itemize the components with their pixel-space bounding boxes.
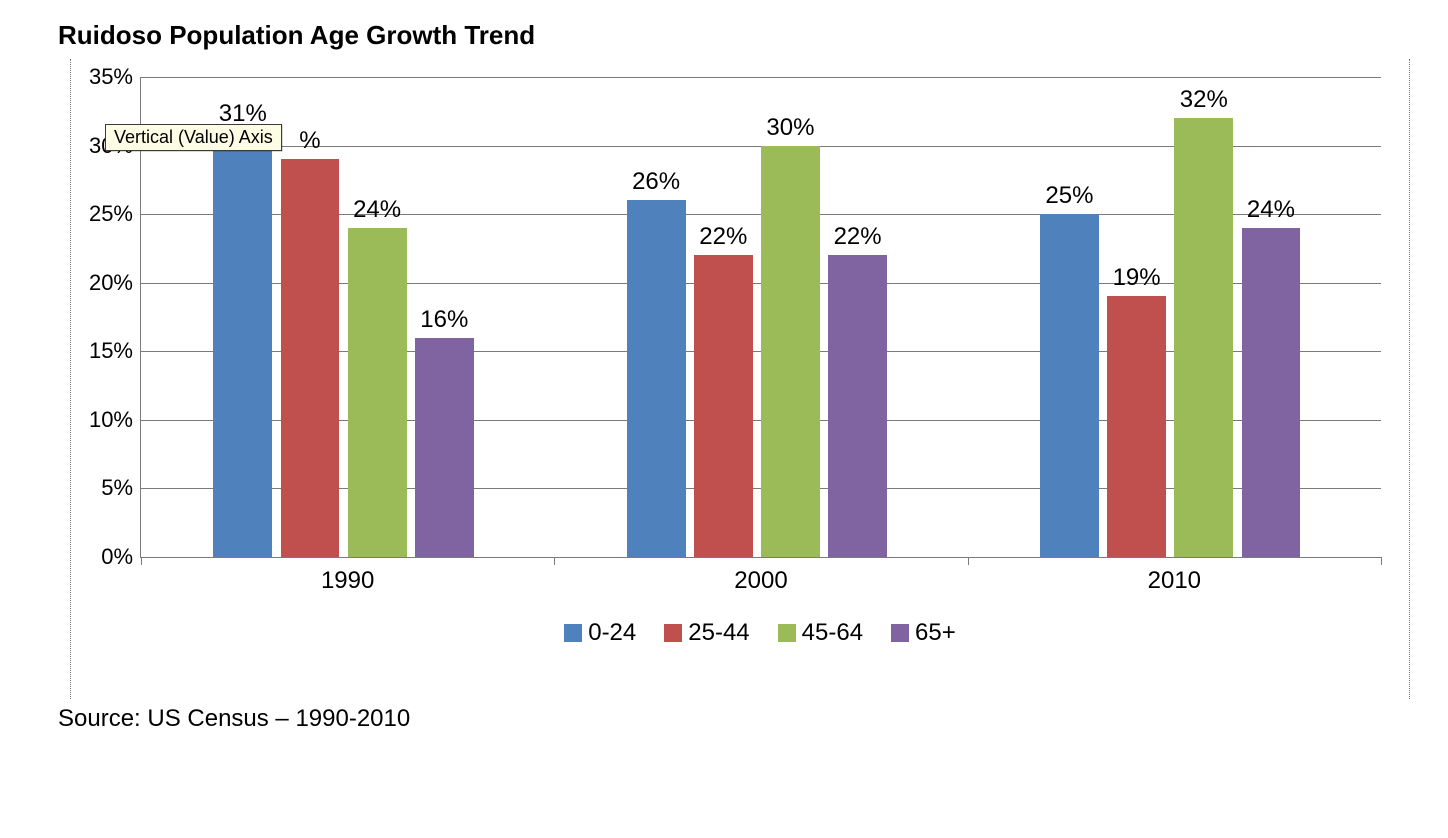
chart-frame-left-border	[70, 59, 71, 699]
bar[interactable]: 31%	[213, 132, 272, 557]
bar-data-label: 22%	[699, 223, 747, 251]
legend-swatch	[778, 624, 796, 642]
bar-data-label: 24%	[353, 196, 401, 224]
x-tick-mark	[141, 557, 142, 565]
y-tick-label: 10%	[89, 407, 133, 433]
legend-swatch	[891, 624, 909, 642]
y-tick-label: 35%	[89, 64, 133, 90]
legend-label: 65+	[915, 619, 956, 647]
chart-frame-right-border	[1409, 59, 1410, 699]
legend-label: 45-64	[802, 619, 863, 647]
y-tick-label: 15%	[89, 338, 133, 364]
bar-data-label: %	[299, 127, 320, 155]
y-tick-label: 0%	[101, 544, 133, 570]
bar-data-label: 24%	[1247, 196, 1295, 224]
legend-item[interactable]: 65+	[891, 619, 956, 647]
bar[interactable]: 26%	[627, 200, 686, 557]
legend-label: 0-24	[588, 619, 636, 647]
bar-data-label: 32%	[1180, 86, 1228, 114]
legend-swatch	[564, 624, 582, 642]
source-text: Source: US Census – 1990-2010	[58, 705, 1408, 733]
axis-tooltip: Vertical (Value) Axis	[105, 124, 282, 151]
x-tick-label: 2010	[1148, 567, 1201, 595]
legend-label: 25-44	[688, 619, 749, 647]
x-tick-mark	[968, 557, 969, 565]
bar[interactable]: 25%	[1040, 214, 1099, 557]
legend-item[interactable]: 0-24	[564, 619, 636, 647]
x-tick-mark	[554, 557, 555, 565]
bar-data-label: 19%	[1113, 264, 1161, 292]
bar[interactable]: 24%	[1242, 228, 1301, 557]
bar-data-label: 22%	[834, 223, 882, 251]
bar[interactable]: 32%	[1174, 118, 1233, 557]
bar-data-label: 25%	[1045, 182, 1093, 210]
bar[interactable]: 22%	[694, 255, 753, 557]
y-tick-label: 20%	[89, 270, 133, 296]
bar[interactable]: 30%	[761, 146, 820, 557]
chart-frame: 0%5%10%15%20%25%30%35%199031%%24%16%2000…	[70, 59, 1410, 699]
legend-item[interactable]: 45-64	[778, 619, 863, 647]
legend: 0-24 25-44 45-64 65+	[140, 619, 1380, 647]
bar-data-label: 30%	[766, 114, 814, 142]
bar[interactable]: %	[281, 159, 340, 557]
x-tick-mark	[1381, 557, 1382, 565]
bar[interactable]: 22%	[828, 255, 887, 557]
x-tick-label: 1990	[321, 567, 374, 595]
legend-swatch	[664, 624, 682, 642]
chart-title: Ruidoso Population Age Growth Trend	[58, 20, 1408, 51]
y-tick-label: 25%	[89, 201, 133, 227]
bar[interactable]: 19%	[1107, 296, 1166, 557]
page: Ruidoso Population Age Growth Trend 0% 5%…	[0, 0, 1448, 838]
bar-data-label: 16%	[420, 306, 468, 334]
plot-area: 0%5%10%15%20%25%30%35%199031%%24%16%2000…	[140, 77, 1381, 558]
gridline	[141, 77, 1381, 78]
legend-item[interactable]: 25-44	[664, 619, 749, 647]
x-tick-label: 2000	[734, 567, 787, 595]
y-tick-label: 5%	[101, 475, 133, 501]
bar[interactable]: 24%	[348, 228, 407, 557]
bar-data-label: 26%	[632, 168, 680, 196]
bar[interactable]: 16%	[415, 338, 474, 557]
